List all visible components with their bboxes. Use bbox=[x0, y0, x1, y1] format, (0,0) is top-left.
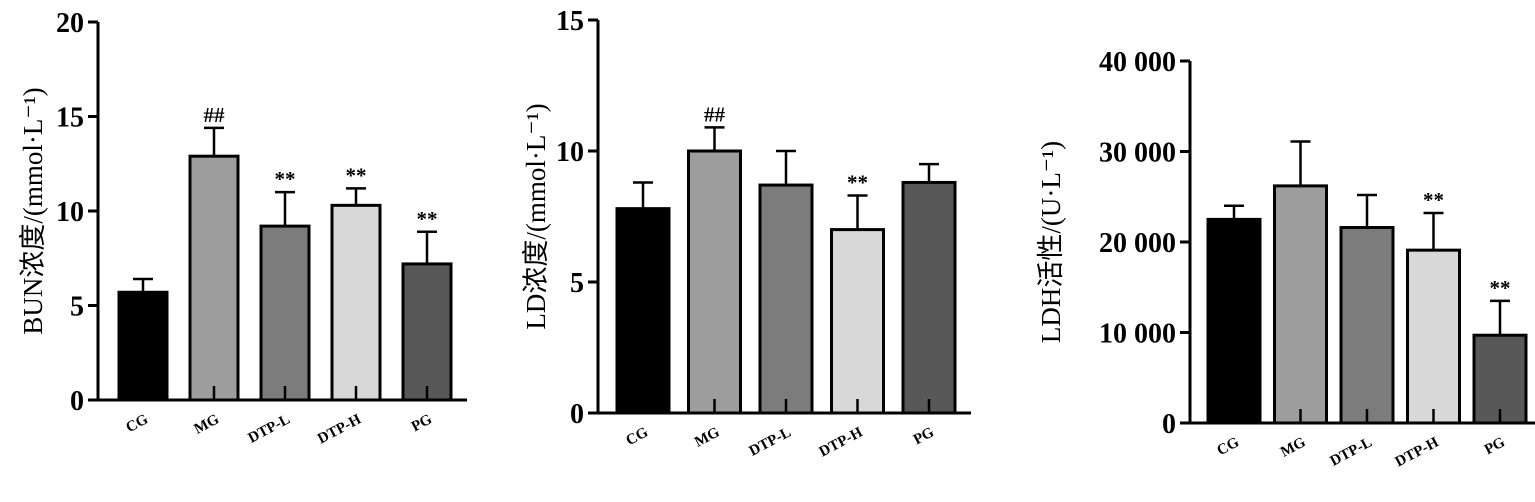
bar-dtp-h bbox=[830, 228, 885, 415]
bar-dtp-l bbox=[758, 183, 814, 415]
y-tick-label: 10 000 bbox=[1099, 319, 1176, 350]
significance-marker: ** bbox=[417, 207, 438, 231]
y-axis-label: LDH活性/(U·L⁻¹) bbox=[1036, 141, 1066, 343]
significance-marker: ** bbox=[847, 171, 868, 195]
significance-marker: ## bbox=[704, 102, 726, 126]
x-tick-label: DTP-H bbox=[315, 411, 364, 447]
y-tick-label: 0 bbox=[570, 399, 584, 430]
bar-pg bbox=[401, 262, 453, 402]
bar-cg bbox=[1206, 217, 1262, 425]
y-tick-label: 0 bbox=[1162, 409, 1176, 440]
x-tick-label: PG bbox=[1482, 434, 1508, 458]
significance-marker: ** bbox=[1490, 276, 1511, 300]
y-tick-label: 5 bbox=[70, 292, 84, 323]
bar-mg bbox=[188, 154, 240, 402]
bar-dtp-l bbox=[259, 224, 311, 402]
significance-marker: ** bbox=[346, 163, 367, 187]
ldh-chart: 0 10 000 20 000 30 000 40 000 LDH活性/(U·L⁻¹) CG… bbox=[1036, 47, 1535, 470]
bar-cg bbox=[117, 290, 169, 402]
bar-mg bbox=[1273, 184, 1328, 425]
bar-mg bbox=[687, 149, 742, 415]
y-tick-label: 20 bbox=[56, 8, 84, 39]
bar-cg bbox=[615, 207, 671, 415]
y-tick-label: 30 000 bbox=[1099, 138, 1176, 169]
x-tick-label: MG bbox=[192, 411, 223, 437]
y-tick-label: 15 bbox=[556, 6, 584, 37]
bun-chart: 0 5 10 15 20 BUN浓度/(mmol·L⁻¹) CG ## MG ** DTP-L ** D… bbox=[18, 8, 467, 447]
x-tick-label: PG bbox=[409, 411, 435, 435]
bar-dtp-h bbox=[330, 203, 382, 402]
x-tick-label: DTP-H bbox=[817, 424, 866, 460]
x-tick-label: PG bbox=[911, 424, 937, 448]
y-tick-label: 5 bbox=[570, 268, 584, 299]
significance-marker: ** bbox=[1423, 188, 1444, 212]
x-tick-label: MG bbox=[692, 424, 723, 450]
x-tick-label: DTP-L bbox=[1328, 434, 1375, 469]
y-tick-label: 15 bbox=[56, 103, 84, 134]
y-axis-label: LD浓度/(mmol·L⁻¹) bbox=[521, 103, 551, 329]
x-tick-label: CG bbox=[124, 411, 152, 436]
y-tick-label: 10 bbox=[556, 137, 584, 168]
bar-dtp-h bbox=[1406, 248, 1461, 425]
x-tick-label: DTP-L bbox=[747, 424, 794, 459]
significance-marker: ## bbox=[204, 103, 226, 127]
y-axis-label: BUN浓度/(mmol·L⁻¹) bbox=[18, 87, 48, 334]
x-tick-label: CG bbox=[1215, 434, 1243, 459]
x-tick-label: DTP-H bbox=[1393, 434, 1442, 470]
bar-dtp-l bbox=[1339, 226, 1395, 425]
x-tick-label: DTP-L bbox=[246, 411, 293, 446]
bar-pg bbox=[901, 180, 957, 415]
y-tick-label: 40 000 bbox=[1099, 47, 1176, 78]
ld-chart: 0 5 10 15 LD浓度/(mmol·L⁻¹) CG ## MG DTP-L ** DTP-H P… bbox=[521, 6, 971, 460]
y-tick-label: 10 bbox=[56, 197, 84, 228]
y-tick-label: 0 bbox=[70, 386, 84, 417]
significance-marker: ** bbox=[275, 167, 296, 191]
x-tick-label: MG bbox=[1278, 434, 1309, 460]
x-tick-label: CG bbox=[624, 424, 652, 449]
y-tick-label: 20 000 bbox=[1099, 228, 1176, 259]
